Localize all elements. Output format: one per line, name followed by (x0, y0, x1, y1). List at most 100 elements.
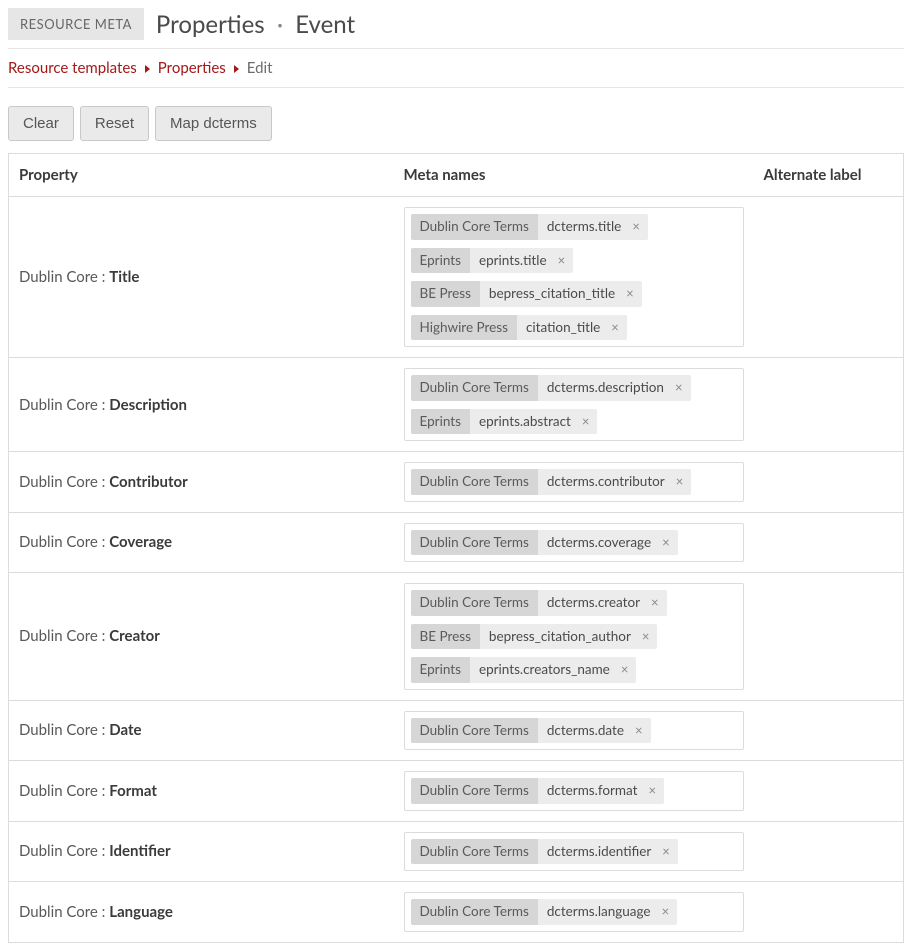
meta-names-input[interactable]: Dublin Core Termsdcterms.description×Epr… (404, 368, 744, 441)
property-term: Date (109, 721, 141, 739)
alternate-label-cell (754, 512, 904, 573)
property-label: Dublin Core : Contributor (19, 473, 188, 491)
meta-tag-value: dcterms.format (538, 778, 647, 804)
meta-tag-value: dcterms.coverage (538, 530, 660, 556)
alternate-label-cell (754, 700, 904, 761)
meta-tag-source: Dublin Core Terms (411, 839, 538, 865)
property-vocab: Dublin Core : (19, 627, 109, 645)
meta-tag-source: Eprints (411, 657, 470, 683)
col-header-meta: Meta names (394, 154, 754, 197)
remove-tag-icon[interactable]: × (660, 899, 678, 925)
breadcrumb-link[interactable]: Properties (158, 59, 226, 77)
clear-button[interactable]: Clear (8, 106, 74, 141)
page-title: Properties · Event (156, 10, 355, 39)
meta-names-input[interactable]: Dublin Core Termsdcterms.title× Eprintsep… (404, 207, 744, 347)
map-dcterms-button[interactable]: Map dcterms (155, 106, 272, 141)
breadcrumb-caret-icon (145, 65, 150, 73)
remove-tag-icon[interactable]: × (580, 409, 598, 435)
table-row: Dublin Core : Title Dublin Core Termsdcte… (9, 197, 904, 358)
remove-tag-icon[interactable]: × (673, 375, 691, 401)
page-title-b: Event (295, 10, 355, 39)
module-badge: RESOURCE META (8, 8, 144, 40)
meta-tag-value: dcterms.description (538, 375, 673, 401)
meta-tag-value: dcterms.contributor (538, 469, 674, 495)
meta-tag-value: eprints.creators_name (470, 657, 619, 683)
meta-names-input[interactable]: Dublin Core Termsdcterms.contributor× (404, 462, 744, 502)
meta-tag-source: Dublin Core Terms (411, 899, 538, 925)
meta-tag-source: Eprints (411, 409, 470, 435)
table-row: Dublin Core : Coverage Dublin Core Termsd… (9, 512, 904, 573)
meta-tag-source: BE Press (411, 624, 480, 650)
meta-tag: Dublin Core Termsdcterms.creator× (411, 590, 667, 616)
property-label: Dublin Core : Identifier (19, 842, 171, 860)
meta-tag: Dublin Core Termsdcterms.format× (411, 778, 665, 804)
property-term: Title (109, 268, 139, 286)
meta-tag-source: Highwire Press (411, 315, 517, 341)
meta-names-input[interactable]: Dublin Core Termsdcterms.date× (404, 711, 744, 751)
alternate-label-cell (754, 573, 904, 701)
remove-tag-icon[interactable]: × (609, 315, 627, 341)
meta-tag-source: Dublin Core Terms (411, 718, 538, 744)
meta-tag-source: Dublin Core Terms (411, 214, 538, 240)
property-label: Dublin Core : Creator (19, 627, 160, 645)
remove-tag-icon[interactable]: × (646, 778, 664, 804)
table-row: Dublin Core : Identifier Dublin Core Term… (9, 821, 904, 882)
meta-tag: Eprintseprints.abstract× (411, 409, 598, 435)
meta-tag-source: Dublin Core Terms (411, 375, 538, 401)
property-vocab: Dublin Core : (19, 268, 109, 286)
remove-tag-icon[interactable]: × (624, 281, 642, 307)
meta-names-input[interactable]: Dublin Core Termsdcterms.format× (404, 771, 744, 811)
property-label: Dublin Core : Language (19, 903, 173, 921)
property-label: Dublin Core : Coverage (19, 533, 172, 551)
remove-tag-icon[interactable]: × (633, 718, 651, 744)
meta-names-input[interactable]: Dublin Core Termsdcterms.coverage× (404, 523, 744, 563)
remove-tag-icon[interactable]: × (660, 839, 678, 865)
meta-tag-source: Dublin Core Terms (411, 590, 538, 616)
meta-names-input[interactable]: Dublin Core Termsdcterms.creator×BE Pres… (404, 583, 744, 690)
page-title-sep: · (277, 10, 283, 39)
meta-tag-source: Dublin Core Terms (411, 530, 538, 556)
divider (8, 87, 904, 88)
property-vocab: Dublin Core : (19, 903, 109, 921)
page-title-a: Properties (156, 10, 265, 39)
remove-tag-icon[interactable]: × (649, 590, 667, 616)
meta-names-input[interactable]: Dublin Core Termsdcterms.language× (404, 892, 744, 932)
breadcrumb-caret-icon (234, 65, 239, 73)
alternate-label-cell (754, 761, 904, 822)
property-term: Coverage (109, 533, 172, 551)
page-header: RESOURCE META Properties · Event (8, 8, 904, 40)
breadcrumb-current: Edit (247, 59, 273, 77)
meta-tag: Dublin Core Termsdcterms.language× (411, 899, 678, 925)
alternate-label-cell (754, 197, 904, 358)
meta-tag-value: bepress_citation_author (480, 624, 640, 650)
remove-tag-icon[interactable]: × (640, 624, 658, 650)
remove-tag-icon[interactable]: × (660, 530, 678, 556)
property-vocab: Dublin Core : (19, 533, 109, 551)
meta-tag-source: Eprints (411, 248, 470, 274)
meta-tag-value: eprints.abstract (470, 409, 580, 435)
property-term: Description (109, 396, 187, 414)
remove-tag-icon[interactable]: × (619, 657, 637, 683)
property-vocab: Dublin Core : (19, 396, 109, 414)
remove-tag-icon[interactable]: × (556, 248, 574, 274)
meta-tag: Dublin Core Termsdcterms.title× (411, 214, 648, 240)
meta-names-input[interactable]: Dublin Core Termsdcterms.identifier× (404, 832, 744, 872)
alternate-label-cell (754, 452, 904, 513)
breadcrumb-link[interactable]: Resource templates (8, 59, 137, 77)
meta-tag: Eprintseprints.title× (411, 248, 574, 274)
remove-tag-icon[interactable]: × (674, 469, 692, 495)
reset-button[interactable]: Reset (80, 106, 149, 141)
breadcrumb: Resource templates Properties Edit (8, 59, 904, 77)
remove-tag-icon[interactable]: × (630, 214, 648, 240)
meta-tag-value: dcterms.language (538, 899, 660, 925)
table-row: Dublin Core : DateDublin Core Termsdcter… (9, 700, 904, 761)
meta-tag: Dublin Core Termsdcterms.description× (411, 375, 691, 401)
meta-tag: Dublin Core Termsdcterms.date× (411, 718, 651, 744)
table-row: Dublin Core : Contributor Dublin Core Ter… (9, 452, 904, 513)
meta-tag: Eprintseprints.creators_name× (411, 657, 637, 683)
property-term: Format (109, 782, 157, 800)
meta-tag-value: bepress_citation_title (480, 281, 624, 307)
alternate-label-cell (754, 821, 904, 882)
meta-tag: Dublin Core Termsdcterms.identifier× (411, 839, 678, 865)
meta-tag-value: dcterms.creator (538, 590, 649, 616)
